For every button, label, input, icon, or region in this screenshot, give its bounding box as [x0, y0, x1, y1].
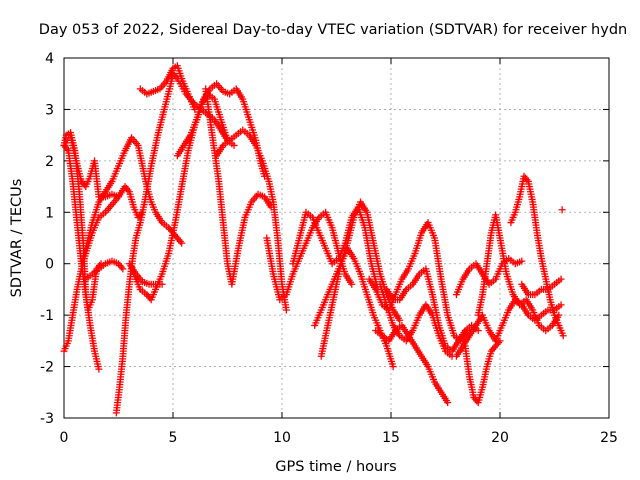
data-point: [119, 265, 127, 273]
x-tick-label: 15: [382, 430, 400, 446]
data-point: [396, 316, 404, 324]
data-point: [559, 332, 567, 340]
x-tick-labels: 0 5 10 15 20 25: [60, 430, 618, 446]
data-point: [444, 399, 452, 407]
data-point: [558, 206, 566, 214]
series-track-13: [213, 126, 290, 314]
x-tick-label: 25: [600, 430, 618, 446]
chart-title: Day 053 of 2022, Sidereal Day-to-day VTE…: [39, 22, 627, 38]
x-tick-label: 5: [169, 430, 178, 446]
y-tick-labels: -3 -2 -1 0 1 2 3 4: [40, 51, 54, 427]
y-tick-label: 4: [45, 51, 54, 67]
series-track-12: [202, 85, 275, 288]
data-point: [178, 239, 186, 247]
data-point: [95, 365, 103, 373]
data-point: [282, 306, 290, 314]
y-tick-label: -1: [40, 308, 54, 324]
y-tick-label: 3: [45, 102, 54, 118]
series-track-7: [112, 69, 238, 417]
series-track-28: [558, 206, 566, 214]
data-point: [518, 257, 526, 265]
x-tick-label: 0: [60, 430, 69, 446]
series-track-10: [125, 260, 166, 288]
series-track-8: [136, 62, 199, 113]
data-point: [557, 301, 565, 309]
series-track-26: [507, 172, 567, 340]
series-track-6: [82, 257, 127, 283]
y-tick-label: 2: [45, 154, 54, 170]
x-tick-label: 20: [491, 430, 509, 446]
data-point: [389, 363, 397, 371]
data-point: [230, 141, 238, 149]
series-track-20: [372, 321, 452, 407]
axis-ticks: [63, 57, 610, 419]
x-axis-label: GPS time / hours: [275, 459, 396, 475]
data-point: [474, 327, 482, 335]
series-track-27: [518, 275, 565, 299]
y-axis-label: SDTVAR / TECUs: [9, 179, 25, 298]
plot-frame: [63, 57, 610, 419]
data-point: [557, 275, 565, 283]
data-point: [348, 280, 356, 288]
data-point: [158, 280, 166, 288]
y-tick-label: 0: [45, 257, 54, 273]
series-track-25: [474, 211, 563, 335]
y-tick-label: -2: [40, 360, 54, 376]
data-markers: [60, 62, 567, 417]
x-tick-label: 10: [273, 430, 291, 446]
y-tick-label: -3: [40, 411, 54, 427]
y-tick-label: 1: [45, 205, 54, 221]
series-track-21: [383, 265, 482, 355]
